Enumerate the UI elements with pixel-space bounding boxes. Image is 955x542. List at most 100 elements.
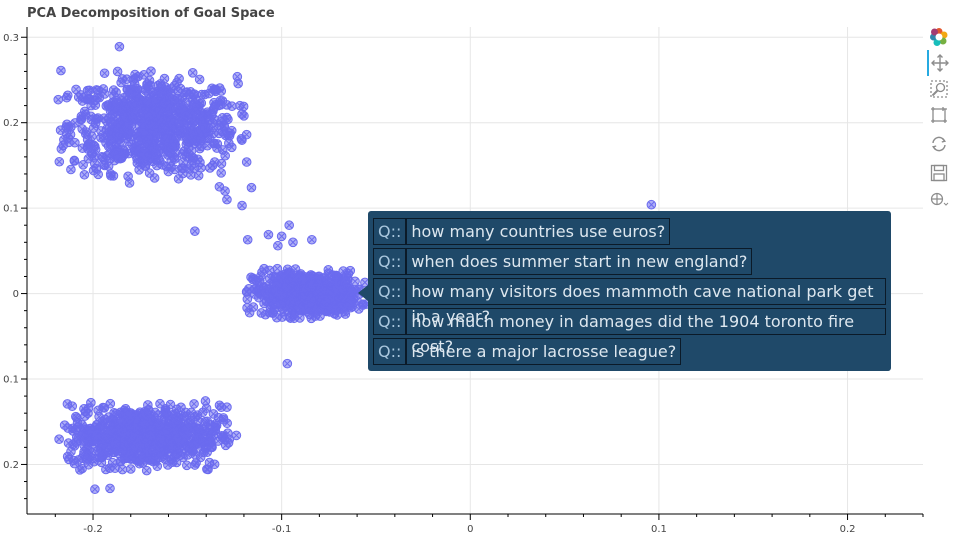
data-point [132,410,142,421]
data-point [62,119,72,130]
data-point [71,84,81,95]
data-point [298,274,308,285]
data-point [142,96,152,107]
y-tick-label: 0.2 [3,118,19,129]
data-point [70,137,80,148]
data-point [138,118,148,129]
data-point [314,271,324,282]
bokeh-logo-icon[interactable] [927,24,951,50]
data-point [54,434,64,444]
wheel-zoom-icon[interactable] [927,102,951,128]
data-point [189,440,200,451]
data-point [56,144,67,154]
data-point [272,263,283,274]
data-point [90,118,101,128]
data-point [98,159,109,170]
data-point [275,299,286,309]
data-point [193,170,204,181]
data-point [154,452,165,463]
data-point [72,417,83,428]
data-point [190,226,200,236]
y-tick-label: 0.1 [3,204,19,215]
y-tick-label: 0.3 [3,33,19,44]
data-point [345,300,356,311]
tooltip-value: when does summer start in new england? [406,248,753,275]
data-point [273,240,283,251]
x-tick-label: -0.1 [272,524,292,535]
scatter-points [53,41,657,495]
data-point [227,101,237,112]
pan-icon[interactable] [927,50,951,76]
data-point [77,143,88,153]
data-point [288,237,298,248]
data-point [61,92,72,103]
hover-icon[interactable] [927,186,951,212]
data-point [198,447,209,458]
data-point [130,69,140,80]
tooltip-value: is there a major lacrosse league? [406,338,682,365]
data-point [140,161,151,172]
data-point [90,484,100,495]
axes: -0.2 -0.1 0 0.1 0.2 0.2 0.1 0 0.1 0.2 0.3 [3,27,924,535]
data-point [142,446,152,457]
data-point [145,430,156,441]
data-point [340,276,350,286]
data-point [56,65,66,76]
data-point [163,460,173,470]
data-point [255,275,265,286]
data-point [276,231,287,242]
data-point [109,447,120,458]
data-point [188,153,199,163]
data-point [93,85,103,96]
data-point [208,128,219,139]
data-point [99,68,110,79]
data-point [156,433,166,444]
data-point [166,114,177,125]
data-point [59,134,69,145]
tooltip-key: Q:: [373,248,407,275]
data-point [105,135,116,146]
data-point [204,457,215,468]
reset-icon[interactable] [927,131,951,157]
data-point [191,94,201,104]
data-point [114,41,125,52]
save-icon[interactable] [927,160,951,186]
data-point [237,135,247,145]
data-point [238,101,249,112]
data-point [224,131,235,141]
data-point [211,420,222,431]
tooltip-key: Q:: [373,218,407,245]
data-point [77,463,87,474]
data-point [204,88,214,99]
data-point [150,143,160,153]
data-point [209,101,220,112]
data-point [220,186,230,196]
data-point [172,77,182,88]
data-point [88,165,99,176]
data-point [126,89,136,99]
data-point [110,439,121,450]
tooltip-value: how much money in damages did the 1904 t… [406,308,886,356]
data-point [139,126,149,137]
data-point [146,109,157,120]
tooltip-key: Q:: [373,338,407,365]
box-zoom-icon[interactable] [927,76,951,102]
data-point [86,397,96,408]
data-point [212,143,222,153]
data-point [248,302,259,312]
data-point [156,81,167,92]
data-point [222,194,232,205]
data-point [155,398,165,409]
data-point [282,358,293,369]
data-point [331,270,341,281]
data-point [127,112,138,123]
data-point [116,77,126,88]
data-point [121,122,132,132]
data-point [287,289,297,299]
data-point [205,163,215,173]
data-point [290,270,301,281]
data-point [307,234,317,245]
data-point [86,148,97,159]
data-point [151,128,162,139]
